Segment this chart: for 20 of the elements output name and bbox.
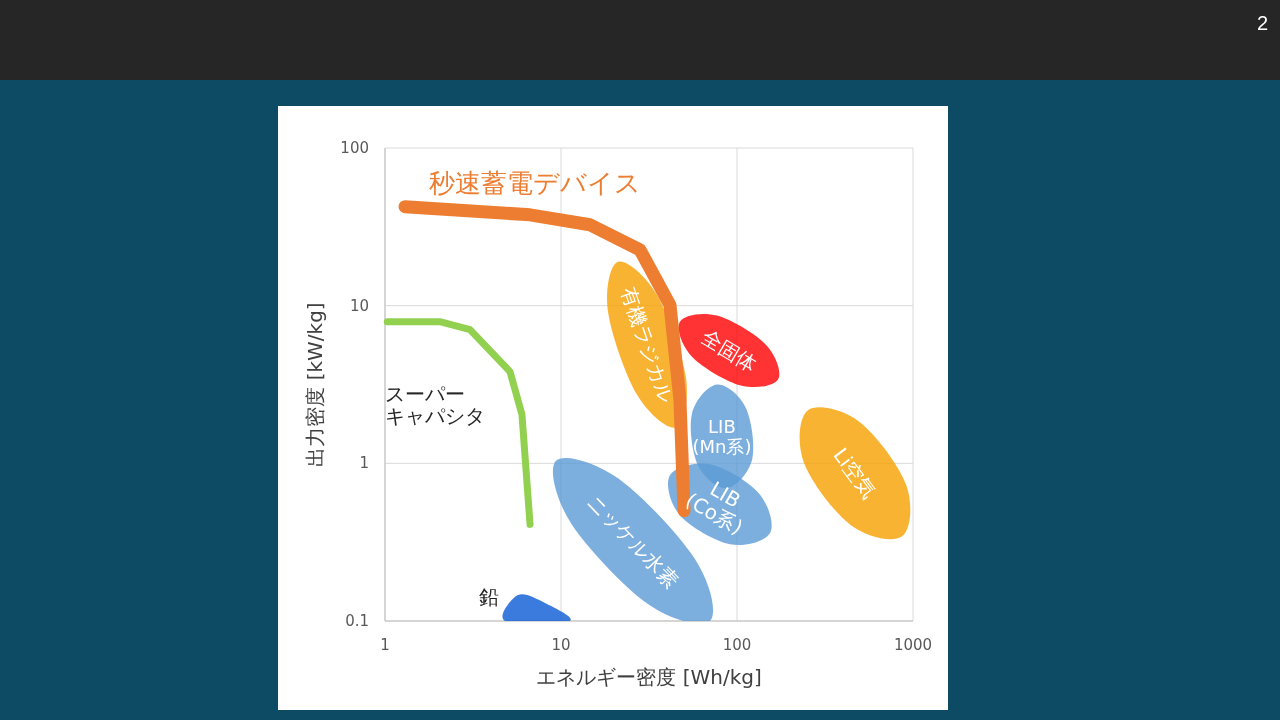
y-tick-label: 0.1 bbox=[345, 612, 369, 630]
series-label: 有機ラジカル bbox=[615, 284, 679, 406]
series-label: 全固体 bbox=[696, 324, 761, 377]
y-tick-label: 10 bbox=[349, 296, 369, 315]
x-tick-label: 100 bbox=[722, 636, 752, 654]
series-label: 秒速蓄電デバイス bbox=[429, 167, 642, 198]
x-tick-label: 1 bbox=[380, 636, 390, 654]
series-label: LIB (Mn系) bbox=[692, 415, 752, 457]
series-label: スーパーキャパシタ bbox=[385, 381, 486, 428]
series-label: LIB (Co系) bbox=[681, 476, 748, 540]
y-tick-label: 100 bbox=[340, 139, 369, 157]
y-tick-label: 1 bbox=[359, 454, 369, 473]
x-tick-label: 10 bbox=[551, 636, 571, 654]
y-axis-title: 出力密度 [kW/kg] bbox=[303, 302, 327, 467]
series-label: 鉛 bbox=[479, 585, 500, 610]
series-label: ニッケル水素 bbox=[582, 489, 684, 593]
series-label: Li空気 bbox=[828, 443, 882, 504]
x-axis-title: エネルギー密度 [Wh/kg] bbox=[536, 665, 762, 689]
x-tick-label: 1000 bbox=[893, 636, 933, 654]
text: 2 bbox=[1256, 12, 1268, 34]
